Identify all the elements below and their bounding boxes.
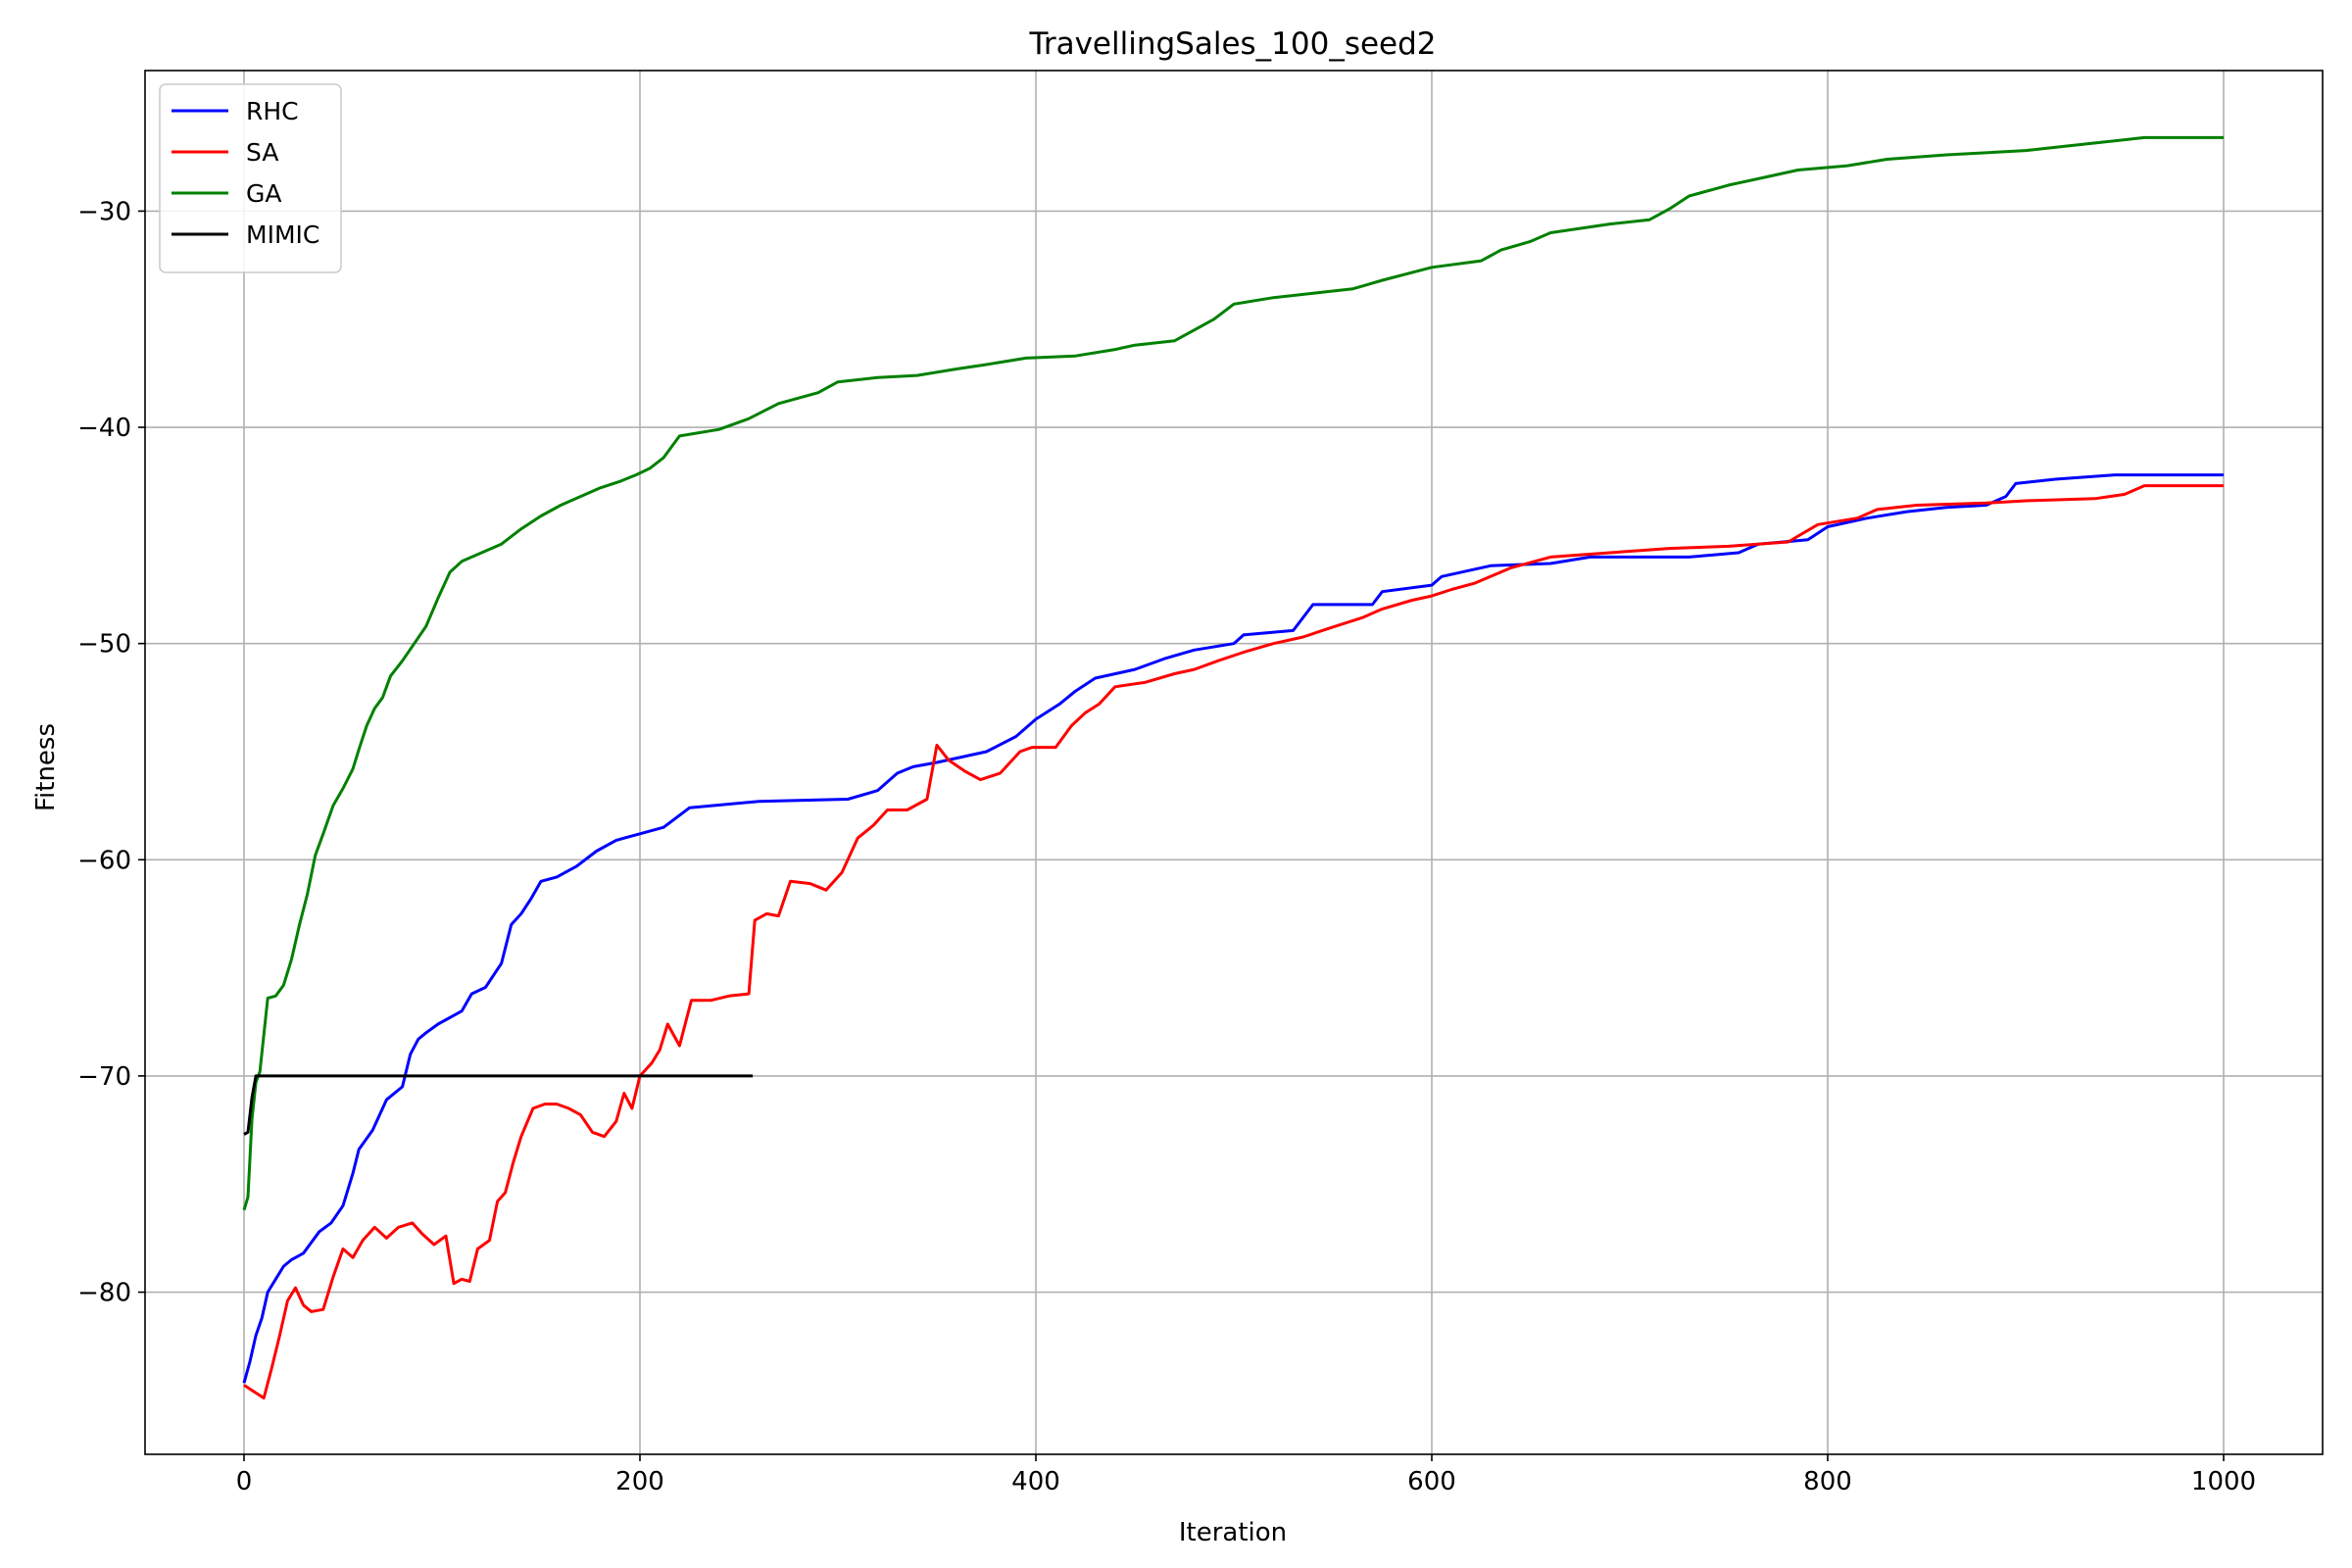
x-tick-label: 800	[1803, 1467, 1852, 1496]
x-tick-label: 400	[1011, 1467, 1060, 1496]
x-tick-label: 600	[1407, 1467, 1456, 1496]
plot-area: 0 200 400 600 800 1000 −80 −70 −60 −50 −40 −30	[77, 70, 2324, 1496]
legend-label-mimic: MIMIC	[246, 220, 319, 249]
tick-layer: 0 200 400 600 800 1000 −80 −70 −60 −50 −40 −30	[77, 197, 2256, 1496]
legend-label-rhc: RHC	[246, 97, 299, 125]
legend-box	[159, 83, 342, 273]
x-tick-label: 1000	[2191, 1467, 2256, 1496]
series-line-ga	[242, 135, 2224, 1211]
series-line-sa	[243, 484, 2224, 1400]
grid-lines	[145, 71, 2323, 1454]
x-tick-label: 0	[236, 1467, 253, 1496]
y-tick-label: −30	[77, 197, 131, 226]
axes-frame	[144, 70, 2324, 1455]
series-line-rhc	[242, 473, 2224, 1384]
y-tick-label: −70	[77, 1062, 131, 1092]
x-axis-label: Iteration	[1179, 1518, 1287, 1547]
y-tick-label: −40	[77, 414, 131, 443]
y-tick-label: −80	[77, 1279, 131, 1308]
legend-label-sa: SA	[246, 138, 278, 167]
series-line-mimic	[243, 1074, 754, 1136]
x-tick-label: 200	[615, 1467, 664, 1496]
series-layer	[242, 135, 2224, 1400]
y-tick-label: −60	[77, 846, 131, 875]
legend: RHC SA GA MIMIC	[159, 83, 342, 273]
chart-title: TravellingSales_100_seed2	[1028, 26, 1436, 62]
legend-label-ga: GA	[246, 179, 281, 208]
y-axis-label: Fitness	[31, 723, 61, 811]
y-tick-label: −50	[77, 630, 131, 660]
